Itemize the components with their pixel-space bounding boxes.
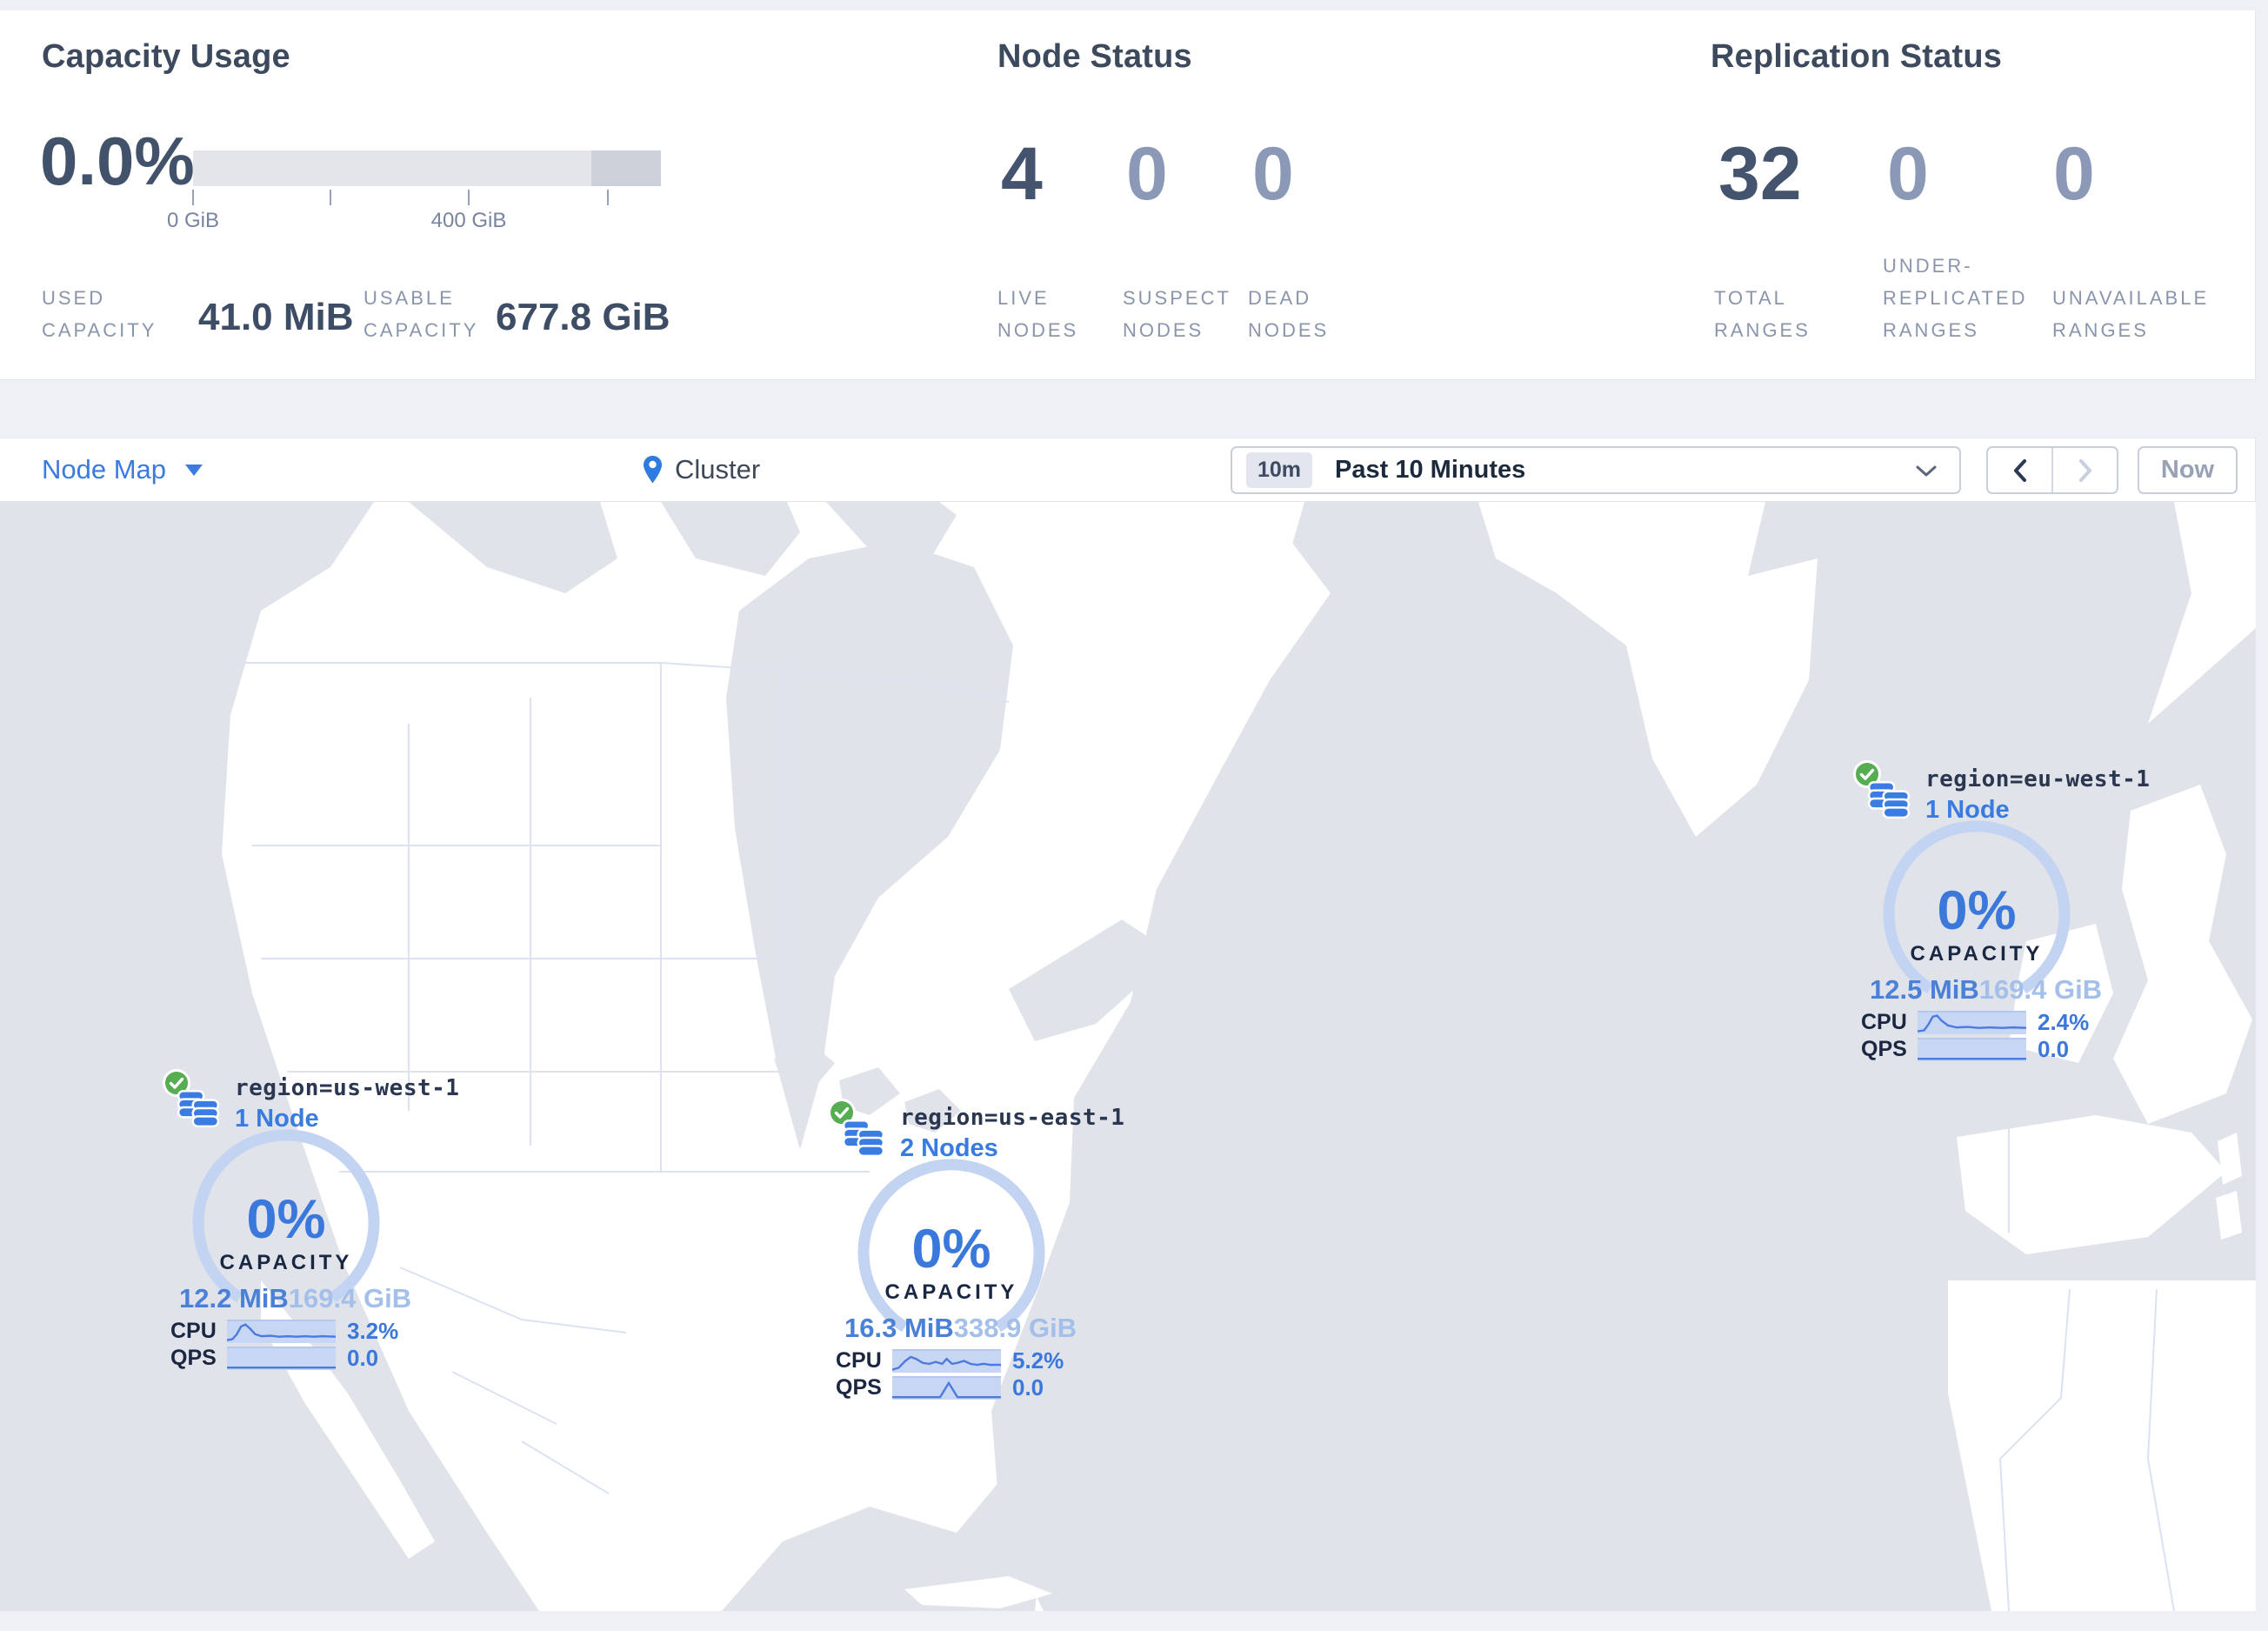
cpu-sparkline bbox=[1918, 1011, 2026, 1034]
region-marker-us-east-1[interactable]: region=us-east-1 2 Nodes 0% CAPACITY 16.… bbox=[827, 1098, 1124, 1402]
capacity-axis-label-400: 400 GiB bbox=[430, 209, 507, 232]
location-pin-icon bbox=[644, 456, 662, 484]
time-forward-button[interactable] bbox=[2053, 448, 2117, 492]
region-capacity-label: CAPACITY bbox=[219, 1251, 353, 1274]
dropdown-caret-icon bbox=[185, 464, 203, 476]
suspect-nodes-count: 0 bbox=[1126, 132, 1168, 216]
capacity-bar-segment bbox=[591, 150, 661, 186]
capacity-bar bbox=[193, 150, 661, 186]
unavailable-ranges-count: 0 bbox=[2053, 132, 2095, 216]
region-node-count: 1 Node bbox=[1925, 796, 2010, 824]
database-stack-icon bbox=[1867, 778, 1911, 826]
cpu-value: 5.2% bbox=[1012, 1347, 1064, 1374]
time-back-button[interactable] bbox=[1988, 448, 2053, 492]
qps-value: 0.0 bbox=[347, 1345, 379, 1371]
capacity-axis-tick bbox=[330, 190, 331, 205]
region-used-capacity: 12.2 MiB bbox=[179, 1283, 289, 1313]
time-range-pager bbox=[1986, 446, 2118, 494]
dead-nodes-count: 0 bbox=[1252, 132, 1294, 216]
cpu-label: CPU bbox=[1861, 1010, 1907, 1034]
capacity-gauge-arc bbox=[1878, 815, 2076, 1018]
capacity-gauge-arc bbox=[187, 1124, 385, 1327]
region-total-capacity: 169.4 GiB bbox=[1978, 974, 2103, 1005]
database-stack-icon bbox=[177, 1086, 220, 1134]
node-status-title: Node Status bbox=[997, 38, 1192, 75]
qps-label: QPS bbox=[170, 1346, 217, 1370]
region-capacity-label: CAPACITY bbox=[884, 1280, 1018, 1304]
region-label: region=eu-west-1 bbox=[1925, 766, 2151, 792]
qps-label: QPS bbox=[1861, 1037, 1907, 1061]
total-ranges-label: TOTAL RANGES bbox=[1714, 287, 1811, 341]
replication-status-title: Replication Status bbox=[1711, 38, 2003, 75]
under-replicated-ranges-label: UNDER-REPLICATED RANGES bbox=[1883, 255, 2028, 341]
time-range-badge: 10m bbox=[1246, 452, 1313, 488]
map-toolbar: Node Map Cluster 10m Past 10 Minutes Now bbox=[0, 438, 2256, 502]
region-capacity-percent: 0% bbox=[911, 1219, 991, 1280]
database-stack-icon bbox=[842, 1116, 885, 1164]
cpu-value: 3.2% bbox=[347, 1318, 399, 1344]
capacity-usage-title: Capacity Usage bbox=[42, 38, 290, 75]
qps-value: 0.0 bbox=[1012, 1374, 1044, 1400]
breadcrumb-label: Cluster bbox=[675, 454, 761, 485]
capacity-axis-label-0: 0 GiB bbox=[166, 209, 220, 232]
region-used-capacity: 16.3 MiB bbox=[844, 1313, 954, 1343]
qps-value: 0.0 bbox=[2038, 1036, 2070, 1062]
region-capacity-label: CAPACITY bbox=[1910, 942, 2044, 966]
world-map bbox=[0, 502, 2256, 1611]
region-label: region=us-west-1 bbox=[235, 1075, 460, 1101]
capacity-gauge-arc bbox=[852, 1153, 1051, 1356]
cpu-label: CPU bbox=[170, 1319, 217, 1343]
chevron-down-icon bbox=[1916, 465, 1937, 477]
region-marker-us-west-1[interactable]: region=us-west-1 1 Node 0% CAPACITY 12.2… bbox=[162, 1068, 459, 1373]
capacity-axis-tick bbox=[192, 190, 194, 205]
capacity-axis-tick bbox=[468, 190, 470, 205]
check-circle-icon bbox=[1852, 759, 1882, 793]
breadcrumb[interactable]: Cluster bbox=[642, 438, 760, 501]
qps-sparkline bbox=[227, 1347, 336, 1370]
dead-nodes-label: DEAD NODES bbox=[1248, 287, 1330, 341]
used-capacity-value: 41.0 MiB bbox=[198, 296, 354, 338]
region-used-capacity: 12.5 MiB bbox=[1870, 974, 1979, 1005]
region-capacity-percent: 0% bbox=[1937, 880, 2017, 941]
region-node-count: 1 Node bbox=[235, 1105, 319, 1133]
cpu-label: CPU bbox=[836, 1348, 882, 1373]
cpu-sparkline bbox=[227, 1320, 336, 1343]
capacity-axis-tick bbox=[607, 190, 609, 205]
cpu-sparkline bbox=[892, 1349, 1001, 1373]
time-range-select[interactable]: 10m Past 10 Minutes bbox=[1231, 446, 1961, 494]
region-label: region=us-east-1 bbox=[900, 1105, 1125, 1131]
check-circle-icon bbox=[827, 1098, 857, 1132]
qps-sparkline bbox=[1918, 1038, 2026, 1061]
used-capacity-label: USED CAPACITY bbox=[42, 287, 157, 341]
usable-capacity-label: USABLE CAPACITY bbox=[364, 287, 479, 341]
check-circle-icon bbox=[162, 1068, 191, 1102]
qps-sparkline bbox=[892, 1376, 1001, 1400]
region-node-count: 2 Nodes bbox=[900, 1134, 998, 1162]
cluster-summary-band: Capacity Usage 0.0% 0 GiB 400 GiB USED C… bbox=[0, 10, 2256, 380]
suspect-nodes-label: SUSPECT NODES bbox=[1123, 287, 1231, 341]
node-map[interactable]: region=us-west-1 1 Node 0% CAPACITY 12.2… bbox=[0, 502, 2256, 1611]
region-capacity-percent: 0% bbox=[246, 1189, 326, 1250]
unavailable-ranges-label: UNAVAILABLE RANGES bbox=[2052, 287, 2210, 341]
region-total-capacity: 169.4 GiB bbox=[288, 1283, 412, 1313]
live-nodes-label: LIVE NODES bbox=[997, 287, 1079, 341]
capacity-used-percent: 0.0% bbox=[40, 123, 195, 199]
region-total-capacity: 338.9 GiB bbox=[953, 1313, 1077, 1343]
chevron-right-icon bbox=[2078, 458, 2091, 482]
live-nodes-count: 4 bbox=[1001, 132, 1043, 216]
cpu-value: 2.4% bbox=[2038, 1009, 2090, 1035]
qps-label: QPS bbox=[836, 1375, 882, 1400]
now-button[interactable]: Now bbox=[2138, 446, 2238, 494]
view-selector-dropdown[interactable]: Node Map bbox=[42, 438, 203, 501]
view-selector-label: Node Map bbox=[42, 454, 167, 485]
time-range-label: Past 10 Minutes bbox=[1335, 456, 1526, 484]
under-replicated-ranges-count: 0 bbox=[1887, 132, 1929, 216]
usable-capacity-value: 677.8 GiB bbox=[496, 296, 670, 338]
total-ranges-count: 32 bbox=[1718, 132, 1802, 216]
region-marker-eu-west-1[interactable]: region=eu-west-1 1 Node 0% CAPACITY 12.5… bbox=[1852, 759, 2150, 1064]
chevron-left-icon bbox=[2013, 458, 2026, 482]
